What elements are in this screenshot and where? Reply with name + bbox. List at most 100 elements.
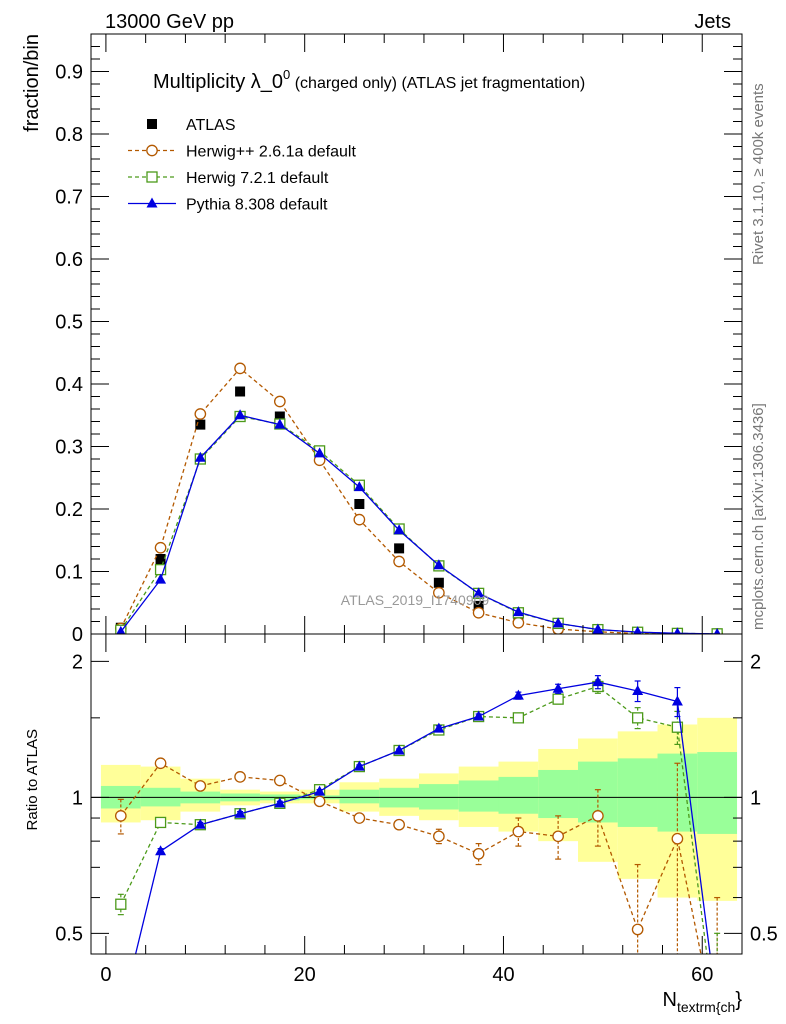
ratio-data-point [393, 744, 405, 755]
main-data-point [155, 573, 167, 584]
ratio-band-stat [418, 784, 459, 810]
legend-marker [147, 119, 157, 129]
ratio-xtick-label: 20 [294, 964, 316, 986]
ratio-band-stat [617, 758, 658, 827]
ratio-data-point [592, 810, 604, 822]
legend-entry: Herwig++ 2.6.1a default [128, 144, 356, 161]
legend-marker [146, 144, 158, 157]
ratio-data-point [472, 847, 485, 860]
ratio-panel: 0.5 0.51 12 20 20 40 60 [55, 633, 778, 1019]
main-ytick-label: 0.4 [55, 374, 83, 396]
main-data-point [234, 362, 246, 375]
main-data-point [353, 481, 365, 492]
main-ytick-label: 0.5 [55, 312, 83, 334]
legend-entry: ATLAS [147, 117, 236, 134]
legend-entry: Herwig 7.2.1 default [128, 170, 329, 187]
ratio-data-point [115, 1009, 126, 1019]
ratio-data-point [274, 797, 286, 808]
legend-marker [146, 197, 158, 208]
main-series-line [120, 367, 718, 634]
legend-label: Pythia 8.308 default [186, 197, 328, 214]
main-data-point [673, 627, 682, 634]
ratio-data-point [473, 710, 485, 721]
main-data-point [154, 541, 167, 554]
ratio-data-point [671, 721, 684, 733]
main-data-point [552, 617, 564, 628]
main-data-point [274, 418, 286, 429]
main-data-point [473, 600, 484, 611]
ratio-data-point [632, 684, 644, 695]
main-data-point [234, 409, 246, 420]
header-jets-label: Jets [694, 11, 731, 33]
main-data-point [155, 554, 166, 564]
ratio-data-point [433, 830, 445, 843]
legend-entry: Pythia 8.308 default [128, 197, 328, 214]
ratio-band-stat [697, 752, 738, 834]
mcplots-citation-label: mcplots.cern.ch [arXiv:1306.3436] [750, 403, 767, 630]
ratio-xtick-label: 40 [492, 964, 514, 986]
ratio-ytick-label-right: 0.5 [750, 923, 778, 945]
ratio-xtick-label: 60 [691, 964, 713, 986]
main-ytick-label: 0.2 [55, 499, 83, 521]
ratio-frame [90, 633, 743, 955]
main-data-point [433, 586, 445, 599]
ratio-data-point [552, 693, 564, 705]
main-data-point [592, 623, 604, 634]
main-data-point [314, 447, 326, 458]
ratio-data-point [154, 816, 167, 829]
main-ytick-label: 0.3 [55, 437, 83, 459]
main-panel: 0 0.1 0.2 0.3 0.4 0.5 0.6 0.7 0.8 0.9 Multiplicit… [55, 33, 743, 646]
ratio-data-point [671, 695, 683, 706]
main-ytick-label: 0 [72, 624, 83, 646]
ratio-data-point [194, 818, 206, 829]
ratio-data-point [314, 785, 326, 796]
ratio-data-point [313, 795, 326, 808]
ratio-series-herwig-2-6-1a-default [114, 757, 721, 954]
ratio-data-point [353, 760, 365, 771]
main-data-point [116, 625, 126, 634]
ratio-band-stat [339, 789, 380, 804]
title-main: Multiplicity λ_0 [153, 71, 283, 93]
ratio-ylabel: Ratio to ATLAS [24, 729, 41, 830]
ratio-data-point [155, 845, 167, 856]
legend-label: Herwig++ 2.6.1a default [186, 144, 356, 161]
main-data-point [473, 587, 485, 598]
ratio-data-point [114, 810, 127, 822]
main-ytick-label: 0.9 [55, 62, 83, 84]
ratio-uncertainty-bands [100, 717, 738, 901]
ratio-xlabel: Ntextrm{ch} [663, 989, 743, 1015]
title-superscript: 0 [283, 67, 290, 82]
ratio-series-line [134, 681, 711, 954]
plot-title: Multiplicity λ_00 (charged only) (ATLAS … [153, 67, 585, 93]
ratio-ytick-label: 1 [72, 787, 83, 809]
ratio-data-point [273, 774, 286, 787]
main-ylabel: fraction/bin [21, 34, 43, 132]
ratio-data-point [631, 712, 644, 724]
main-ytick-label: 0.1 [55, 562, 83, 584]
legend: ATLAS Herwig++ 2.6.1a default Herwig 7.2.1… [128, 117, 356, 214]
main-data-point [512, 606, 524, 617]
ratio-band-stat [538, 769, 579, 819]
ratio-data-point [552, 682, 564, 693]
main-data-point [393, 555, 405, 568]
legend-label: Herwig 7.2.1 default [186, 170, 329, 187]
main-data-point [353, 513, 366, 526]
main-series-line [120, 414, 718, 634]
ratio-data-point [552, 830, 564, 843]
main-data-point [633, 626, 642, 634]
ratio-ytick-label-right: 1 [750, 787, 761, 809]
ratio-data-point [154, 757, 167, 770]
ratio-data-point [353, 812, 366, 824]
main-data-point [194, 451, 206, 462]
ratio-data-point [512, 825, 525, 838]
ratio-ytick-label-right: 2 [750, 651, 761, 673]
ratio-data-point [512, 712, 525, 724]
ratio-band-stat [498, 776, 539, 814]
main-data-point [194, 408, 207, 420]
legend-label: ATLAS [186, 117, 236, 134]
xlabel-sub: textrm{ch [677, 999, 735, 1015]
ratio-data-point [194, 780, 207, 792]
main-data-point [433, 559, 445, 570]
main-data-point [713, 627, 721, 634]
